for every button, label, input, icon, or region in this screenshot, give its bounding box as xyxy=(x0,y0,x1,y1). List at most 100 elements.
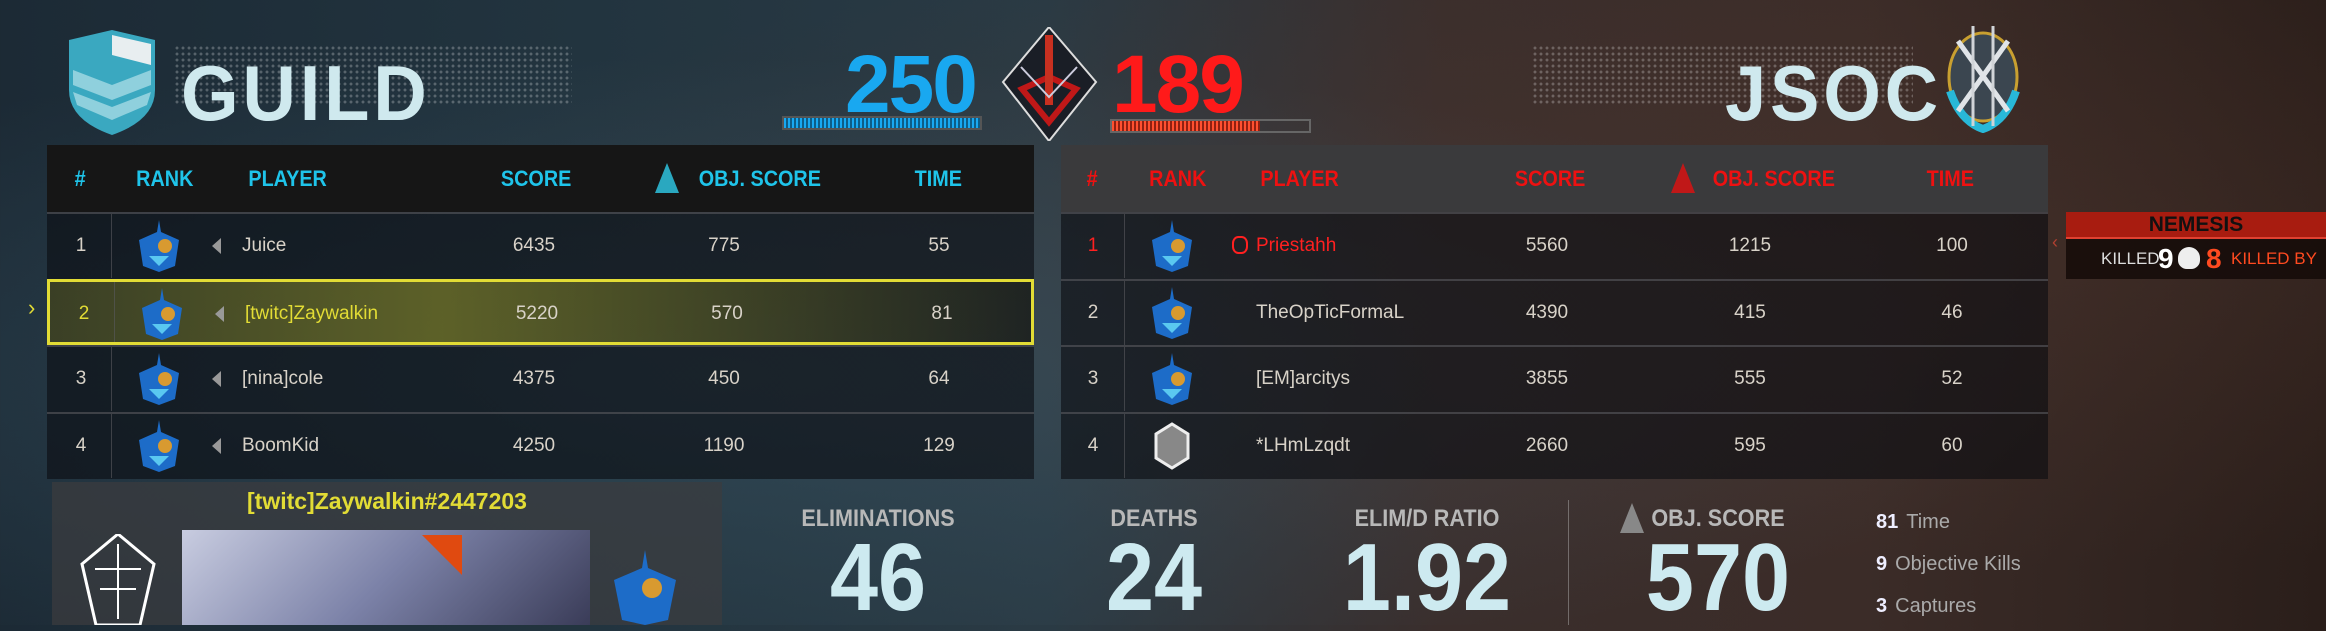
player-name[interactable]: Juice xyxy=(242,235,287,256)
player-name[interactable]: BoomKid xyxy=(242,435,320,457)
player-name[interactable]: [nina]cole xyxy=(242,368,324,390)
table-row[interactable]: 4 BoomKid 4250 1190 129 xyxy=(47,412,1034,479)
speaker-icon[interactable] xyxy=(215,305,224,322)
player-time: 64 xyxy=(928,368,950,390)
rank-icon xyxy=(139,420,179,473)
killed-label: KILLED xyxy=(2101,249,2160,268)
col-time[interactable]: TIME xyxy=(914,166,962,191)
side-stat-label: Time xyxy=(1906,511,1950,533)
player-obj-score: 415 xyxy=(1734,301,1766,323)
table-row[interactable]: 2 TheOpTicFormaL 4390 415 46 xyxy=(1061,278,2048,345)
player-obj-score: 595 xyxy=(1734,435,1766,457)
team-name-right: JSOC xyxy=(1725,49,1942,137)
side-stat-label: Captures xyxy=(1895,595,1977,617)
player-time: 129 xyxy=(923,435,955,457)
player-card-name: [twitc]Zaywalkin#2447203 xyxy=(247,488,527,514)
speaker-icon[interactable] xyxy=(212,371,221,388)
chevron-left-icon[interactable]: ‹ xyxy=(2052,232,2058,252)
player-time: 81 xyxy=(931,302,953,324)
player-name[interactable]: TheOpTicFormaL xyxy=(1256,301,1405,323)
player-score: 4390 xyxy=(1525,301,1569,323)
table-row[interactable]: 1 Priestahh 5560 1215 100 xyxy=(1061,212,2048,278)
player-name[interactable]: [EM]arcitys xyxy=(1256,368,1350,390)
dot-pattern xyxy=(1532,45,1913,105)
team-table-right: # RANK PLAYER SCORE OBJ. SCORE TIME 1 Pri… xyxy=(1061,145,2048,479)
table-row[interactable]: 4 *LHmLzqdt 2660 595 60 xyxy=(1061,412,2048,479)
rank-icon xyxy=(139,353,179,406)
rank-icon xyxy=(1152,286,1192,339)
rank-icon xyxy=(614,550,676,625)
col-time[interactable]: TIME xyxy=(1926,166,1974,191)
column-divider xyxy=(111,347,112,412)
col-score[interactable]: SCORE xyxy=(500,166,572,191)
col-score[interactable]: SCORE xyxy=(1514,166,1586,191)
team-table-left: # RANK PLAYER SCORE OBJ. SCORE TIME 1 Jui… xyxy=(47,145,1034,479)
player-name[interactable]: [twitc]Zaywalkin xyxy=(245,302,379,324)
side-stat-value: 9 xyxy=(1876,553,1888,575)
column-divider xyxy=(1124,347,1125,412)
table-row[interactable]: 2 [twitc]Zaywalkin 5220 570 81 xyxy=(47,278,1034,345)
team-name-left: GUILD xyxy=(181,49,431,137)
player-name[interactable]: *LHmLzqdt xyxy=(1256,435,1350,457)
column-divider xyxy=(111,214,112,278)
player-time: 55 xyxy=(928,235,950,256)
row-number: 3 xyxy=(1087,368,1099,390)
player-score: 6435 xyxy=(512,235,556,256)
col-num[interactable]: # xyxy=(74,166,86,191)
side-stat-value: 81 xyxy=(1876,511,1899,533)
player-score: 4250 xyxy=(512,435,556,457)
col-player[interactable]: PLAYER xyxy=(1260,166,1339,191)
player-obj-score: 555 xyxy=(1734,368,1766,390)
side-stat: 9 Objective Kills xyxy=(1876,553,2021,576)
player-score: 5560 xyxy=(1525,235,1569,256)
column-divider xyxy=(1124,414,1125,479)
column-divider xyxy=(1124,280,1125,345)
table-row[interactable]: 3 [nina]cole 4375 450 64 xyxy=(47,345,1034,412)
objective-icon xyxy=(655,163,679,193)
table-header: # RANK PLAYER SCORE OBJ. SCORE TIME xyxy=(1061,145,2048,212)
rank-icon xyxy=(139,220,179,272)
speaker-icon[interactable] xyxy=(212,438,221,455)
table-row[interactable]: 3 [EM]arcitys 3855 555 52 xyxy=(1061,345,2048,412)
col-player[interactable]: PLAYER xyxy=(248,166,327,191)
col-num[interactable]: # xyxy=(1086,166,1098,191)
side-stat: 3 Captures xyxy=(1876,595,1976,618)
stat-value: 570 xyxy=(1645,524,1791,631)
player-name[interactable]: Priestahh xyxy=(1256,235,1337,256)
jsoc-emblem-icon xyxy=(1946,26,2020,133)
team-progress-left xyxy=(782,116,982,130)
column-divider xyxy=(1124,214,1125,278)
stat-label: ELIM/D RATIO xyxy=(1354,505,1500,532)
player-time: 60 xyxy=(1941,435,1963,457)
side-stat: 81 Time xyxy=(1876,511,1950,534)
killed-count: 9 xyxy=(2158,243,2174,274)
selected-row-chevron-icon: › xyxy=(28,295,36,320)
dot-pattern xyxy=(174,45,572,105)
guild-emblem-icon xyxy=(69,30,155,135)
objective-icon xyxy=(1620,503,1644,533)
table-header: # RANK PLAYER SCORE OBJ. SCORE TIME xyxy=(47,145,1034,212)
table-row[interactable]: 1 Juice 6435 775 55 xyxy=(47,212,1034,278)
col-rank[interactable]: RANK xyxy=(136,166,194,191)
row-number: 2 xyxy=(78,302,90,324)
col-rank[interactable]: RANK xyxy=(1149,166,1207,191)
stat-value: 46 xyxy=(829,524,927,631)
speaker-icon[interactable] xyxy=(212,238,221,254)
rank-icon xyxy=(1152,220,1192,272)
player-score: 5220 xyxy=(515,302,559,324)
player-score: 4375 xyxy=(512,368,556,390)
nemesis-title: NEMESIS xyxy=(2066,212,2326,239)
team-progress-right xyxy=(1110,119,1311,133)
player-obj-score: 1190 xyxy=(703,435,745,457)
rank-icon xyxy=(142,287,182,340)
col-obj-score[interactable]: OBJ. SCORE xyxy=(698,166,821,191)
objective-icon xyxy=(1671,163,1695,193)
player-card: [twitc]Zaywalkin#2447203 xyxy=(52,482,722,625)
player-score: 2660 xyxy=(1525,435,1569,457)
row-number: 3 xyxy=(75,368,87,390)
col-obj-score[interactable]: OBJ. SCORE xyxy=(1712,166,1835,191)
player-obj-score: 450 xyxy=(708,368,740,390)
match-emblem-icon xyxy=(1001,27,1098,141)
player-score: 3855 xyxy=(1525,368,1569,390)
player-obj-score: 570 xyxy=(711,302,743,324)
